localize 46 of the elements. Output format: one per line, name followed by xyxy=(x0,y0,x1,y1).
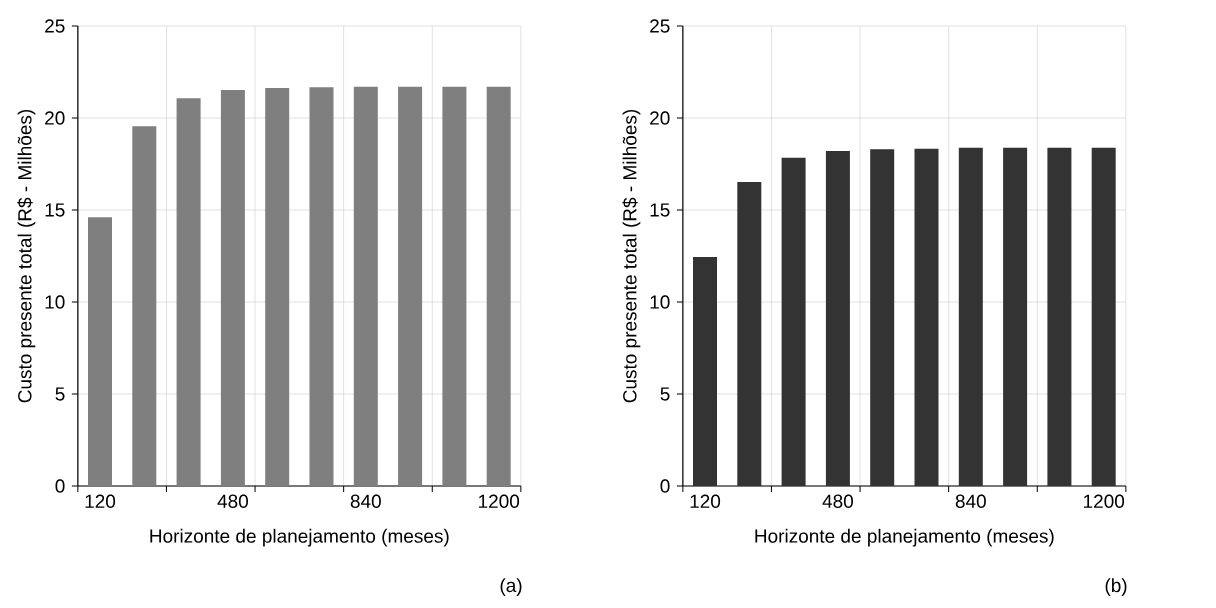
y-tick-label: 20 xyxy=(650,111,670,125)
y-tick-label: 15 xyxy=(650,203,670,217)
x-axis-title: Horizonte de planejamento (meses) xyxy=(150,528,449,547)
y-tick-label: 5 xyxy=(55,387,65,401)
bar xyxy=(737,182,762,486)
bar xyxy=(442,86,467,486)
bar xyxy=(1047,147,1072,486)
bar xyxy=(309,87,334,486)
x-tick-label: 120 xyxy=(85,494,116,508)
bar xyxy=(265,88,290,486)
bar xyxy=(176,98,201,486)
y-tick-label: 10 xyxy=(45,295,65,309)
y-tick-label: 20 xyxy=(45,111,65,125)
bar xyxy=(781,157,806,486)
bar xyxy=(1091,147,1116,486)
x-tick-label: 480 xyxy=(822,494,853,508)
y-tick-label: 10 xyxy=(650,295,670,309)
bar xyxy=(914,148,939,486)
bar xyxy=(486,86,511,486)
bar xyxy=(1003,147,1028,486)
text: (a) xyxy=(500,578,522,596)
y-tick-label: 15 xyxy=(45,203,65,217)
x-tick-label: 840 xyxy=(350,494,381,508)
x-tick-label: 120 xyxy=(690,494,721,508)
bar xyxy=(398,86,423,486)
bar xyxy=(88,217,112,486)
x-tick-label: 1200 xyxy=(479,494,520,508)
bar xyxy=(132,126,157,486)
y-tick-label: 0 xyxy=(55,479,65,493)
y-tick-label: 0 xyxy=(660,479,670,493)
bar xyxy=(825,151,850,486)
x-tick-label: 840 xyxy=(955,494,986,508)
bar xyxy=(353,86,378,486)
y-axis-title: Custo presente total (R$ - Milhões) xyxy=(622,109,641,403)
x-tick-label: 1200 xyxy=(1084,494,1125,508)
y-axis-title: Custo presente total (R$ - Milhões) xyxy=(17,109,36,403)
y-tick-label: 25 xyxy=(650,19,670,33)
x-tick-label: 480 xyxy=(217,494,248,508)
bar xyxy=(220,90,245,486)
bar xyxy=(870,149,895,486)
y-tick-label: 25 xyxy=(45,19,65,33)
y-tick-label: 5 xyxy=(660,387,670,401)
bar xyxy=(693,256,718,486)
bar xyxy=(958,147,983,486)
x-axis-title: Horizonte de planejamento (meses) xyxy=(755,528,1054,547)
text: (b) xyxy=(1105,578,1127,596)
